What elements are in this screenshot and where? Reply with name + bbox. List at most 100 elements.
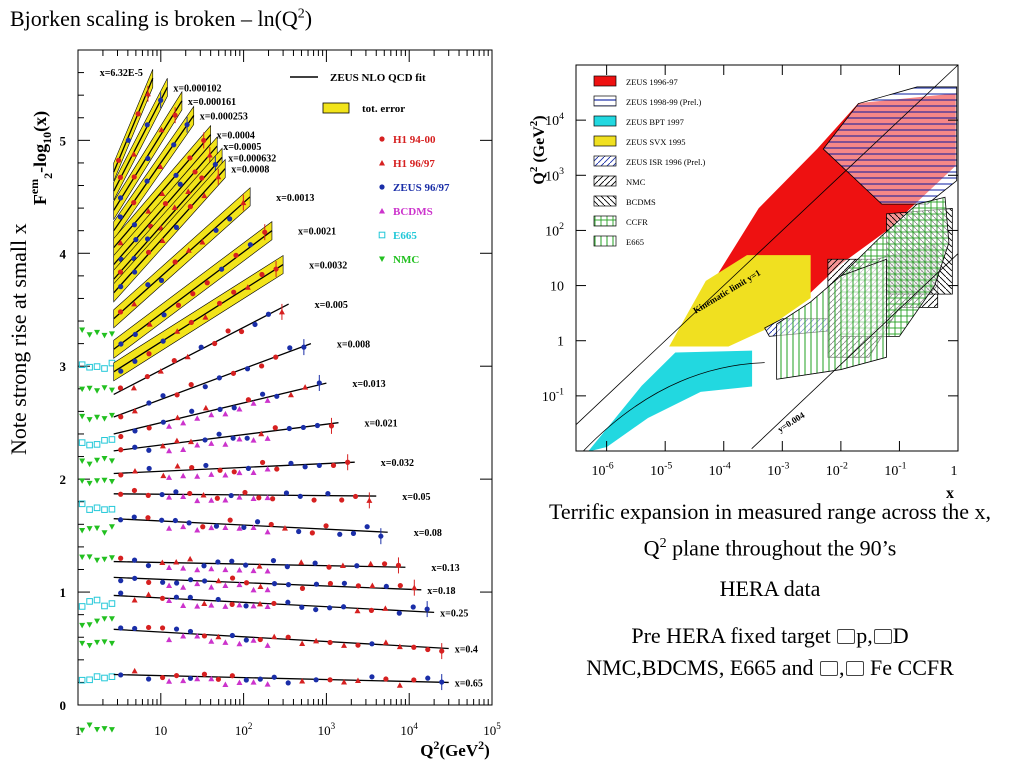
region-zeus-bpt-1997 [587,350,753,452]
data-point [299,585,306,591]
data-point [194,632,201,639]
data-point [175,302,182,308]
data-point [236,469,243,476]
fit-line [113,343,312,418]
x-tick-label: 10-5 [650,461,672,479]
data-point [108,331,115,337]
data-point [382,639,389,645]
legend-entry-label: BCDMS [626,197,656,207]
data-point [245,465,252,471]
data-point [301,344,307,350]
fit-line [113,264,284,373]
data-point [189,408,195,414]
data-point [171,142,177,148]
data-point [186,520,192,526]
data-point [288,460,294,466]
legend-swatch [593,235,617,247]
data-point [101,616,108,622]
data-point [86,598,93,605]
data-point [243,637,249,643]
data-point [299,678,306,684]
data-point [101,726,108,732]
data-point [79,622,86,629]
data-point [118,284,124,290]
data-point [144,178,150,184]
data-point [187,628,194,635]
data-point [327,677,333,683]
data-point [231,289,237,295]
fit-line [113,115,195,232]
data-point [285,599,291,605]
data-point [367,560,374,567]
data-point [174,414,181,421]
data-point [86,417,93,423]
data-point [242,489,248,496]
data-point [86,526,93,532]
data-point [188,319,194,326]
legend-entry-label: E665 [626,237,644,247]
data-point [257,676,263,682]
data-point [287,391,294,398]
data-point [222,472,229,478]
data-point [94,329,101,336]
data-point [328,423,335,429]
data-point [228,492,234,499]
data-point [166,423,173,429]
data-point [355,642,361,648]
data-point [254,519,261,525]
data-point [108,555,115,561]
x-tick-label: 102 [235,721,253,738]
data-point [161,312,167,318]
data-point [215,676,222,682]
data-point [244,435,250,441]
data-point [264,466,271,472]
series-label: x=0.000253 [200,112,248,123]
data-point [94,388,101,394]
data-point [327,639,333,646]
legend-entry-label: BCDMS [393,206,433,218]
data-point [214,495,220,501]
data-point [78,361,86,368]
legend-entry-label: H1 96/97 [393,158,435,170]
data-point [252,321,258,328]
slide-title: Bjorken scaling is broken – ln(Q2) [10,6,313,31]
x-tick-label: 10-4 [709,461,731,479]
fit-line [113,518,388,533]
data-point [212,340,218,347]
data-point [250,495,257,501]
floppy-icon [820,661,839,676]
data-point [189,464,195,471]
data-point [313,677,319,683]
data-point [117,239,124,246]
data-point [93,441,101,448]
data-point [160,419,166,425]
data-point [369,641,375,647]
computer-icon [837,629,856,644]
data-point [271,580,278,587]
series-label: x=0.0032 [309,261,347,272]
data-point [108,600,116,607]
data-point [286,425,292,432]
y-tick-label: 2 [60,472,67,487]
data-point [166,597,173,604]
data-point [250,400,257,406]
data-point [383,583,389,590]
plot-frame [575,64,959,452]
region-zeus-1998-99-prel- [822,86,958,205]
data-point [173,594,180,600]
data-point [131,514,137,520]
data-point [145,249,152,255]
x-tick-label: 105 [483,721,501,738]
data-point [379,208,385,214]
data-point [86,461,93,468]
data-point [271,600,277,607]
data-point [312,560,318,566]
series-label: x=0.18 [427,586,455,597]
data-point [131,667,138,674]
data-point [173,672,180,679]
data-point [381,561,388,567]
data-point [118,341,124,347]
data-point [101,456,108,462]
data-point [166,525,173,531]
data-point [118,433,124,440]
